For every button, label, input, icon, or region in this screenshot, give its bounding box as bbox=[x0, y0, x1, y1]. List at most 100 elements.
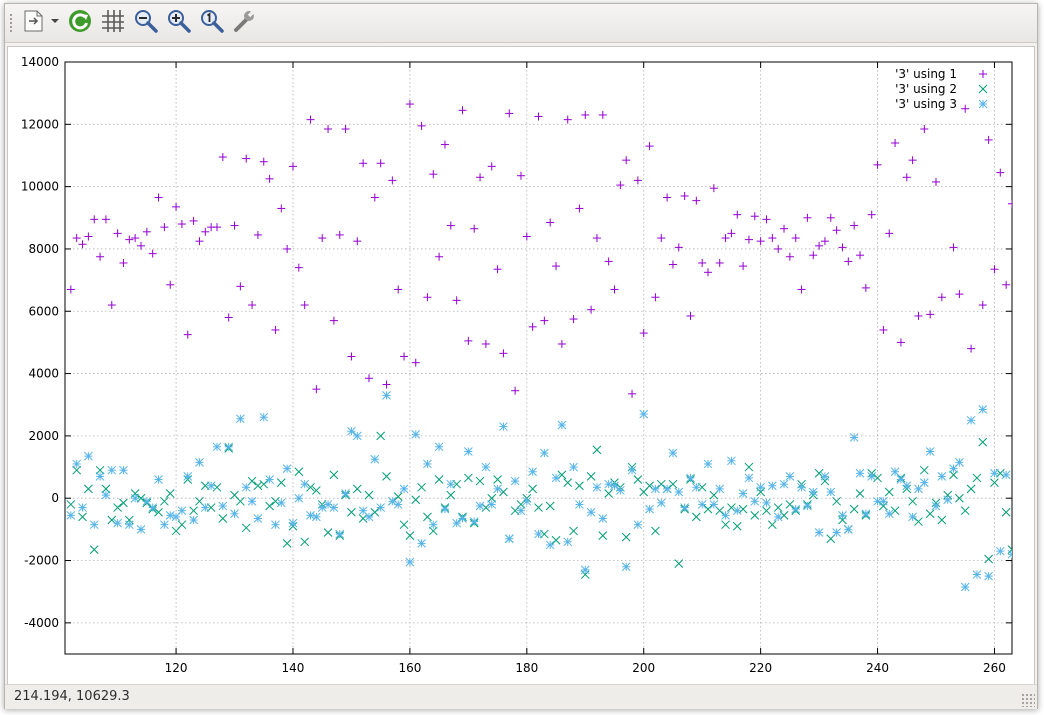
zoom-out-button[interactable] bbox=[131, 9, 161, 37]
settings-button[interactable] bbox=[230, 8, 260, 37]
y-tick-label: 12000 bbox=[21, 117, 59, 131]
data-point bbox=[750, 510, 760, 520]
data-point bbox=[598, 514, 608, 523]
x-tick-label: 260 bbox=[983, 661, 1006, 675]
data-point bbox=[990, 478, 999, 487]
data-point bbox=[499, 422, 508, 431]
data-point bbox=[552, 262, 561, 271]
data-point bbox=[966, 415, 976, 425]
data-point bbox=[528, 467, 538, 477]
data-point bbox=[919, 478, 929, 487]
replot-button[interactable] bbox=[65, 9, 95, 37]
gnuplot-window: 120 140 160 180 200 220 240 260 -4000 -2000 0 2000 4… bbox=[4, 3, 1038, 709]
data-point bbox=[984, 554, 993, 564]
data-point bbox=[715, 258, 724, 267]
data-point bbox=[218, 514, 228, 523]
data-point bbox=[200, 503, 210, 512]
zoom-reset-button[interactable] bbox=[197, 9, 227, 37]
data-point bbox=[657, 234, 666, 243]
data-point bbox=[721, 234, 730, 243]
data-point bbox=[487, 493, 497, 503]
data-point bbox=[1002, 280, 1011, 289]
data-point bbox=[668, 260, 677, 269]
data-point bbox=[990, 265, 999, 274]
data-point bbox=[183, 330, 192, 339]
data-point bbox=[528, 484, 538, 494]
data-point bbox=[844, 257, 853, 266]
data-point bbox=[487, 162, 496, 171]
data-point bbox=[411, 429, 421, 439]
data-point bbox=[902, 173, 911, 182]
data-point bbox=[428, 526, 438, 536]
data-point bbox=[925, 509, 935, 519]
data-point bbox=[861, 509, 871, 519]
data-point bbox=[586, 507, 596, 517]
data-point bbox=[376, 431, 386, 441]
data-point bbox=[896, 338, 905, 347]
data-point bbox=[276, 498, 286, 508]
data-point bbox=[493, 475, 502, 484]
data-point bbox=[733, 210, 742, 219]
data-point bbox=[95, 465, 105, 475]
data-point bbox=[984, 571, 993, 581]
data-point bbox=[72, 465, 82, 475]
data-point bbox=[826, 487, 836, 497]
data-point bbox=[423, 512, 432, 522]
data-point bbox=[446, 490, 456, 500]
data-point bbox=[762, 506, 771, 516]
x-tick-label: 220 bbox=[749, 661, 772, 675]
data-point bbox=[95, 472, 105, 481]
toolbar-grip[interactable] bbox=[9, 13, 13, 33]
data-point bbox=[476, 173, 485, 182]
data-point bbox=[148, 503, 158, 512]
data-point bbox=[428, 520, 438, 530]
data-point bbox=[96, 252, 105, 261]
data-point bbox=[727, 456, 736, 466]
data-point bbox=[914, 311, 923, 320]
data-point bbox=[586, 472, 596, 481]
zoom-in-button[interactable] bbox=[164, 9, 194, 37]
data-point bbox=[797, 285, 806, 294]
data-point bbox=[522, 496, 532, 506]
data-point bbox=[341, 489, 350, 498]
y-tick-label: 14000 bbox=[21, 55, 59, 69]
data-point bbox=[282, 464, 292, 473]
data-point bbox=[218, 501, 228, 511]
data-point bbox=[791, 504, 801, 514]
data-point bbox=[651, 293, 660, 302]
data-point bbox=[738, 489, 748, 498]
data-point bbox=[347, 507, 356, 517]
data-point bbox=[621, 562, 631, 572]
data-point bbox=[545, 501, 555, 511]
resize-grip[interactable] bbox=[1021, 693, 1035, 707]
data-point bbox=[879, 496, 888, 506]
data-point bbox=[458, 106, 467, 115]
data-point bbox=[423, 293, 432, 302]
data-point bbox=[639, 329, 648, 338]
data-point bbox=[323, 528, 333, 537]
data-point bbox=[960, 582, 970, 592]
data-point bbox=[686, 311, 695, 320]
data-point bbox=[148, 249, 157, 258]
zoom-reset-icon bbox=[199, 8, 225, 38]
data-point bbox=[843, 525, 853, 534]
y-tick-label: 2000 bbox=[28, 429, 59, 443]
data-point bbox=[370, 454, 380, 464]
export-button[interactable] bbox=[19, 9, 63, 37]
x-tick-label: 180 bbox=[515, 661, 538, 675]
data-point bbox=[90, 215, 99, 224]
data-point bbox=[113, 503, 122, 512]
data-point bbox=[809, 251, 818, 260]
data-point bbox=[920, 124, 929, 133]
data-point bbox=[680, 503, 689, 512]
grid-button[interactable] bbox=[98, 9, 128, 37]
data-point bbox=[388, 176, 397, 185]
data-point bbox=[382, 391, 391, 400]
data-point bbox=[195, 237, 204, 246]
data-point bbox=[856, 251, 865, 260]
plot-canvas[interactable]: 120 140 160 180 200 220 240 260 -4000 -2000 0 2000 4… bbox=[7, 46, 1035, 685]
data-point bbox=[692, 196, 701, 205]
data-point bbox=[762, 215, 771, 224]
legend-label: '3' using 2 bbox=[895, 82, 957, 96]
data-point bbox=[107, 465, 117, 475]
